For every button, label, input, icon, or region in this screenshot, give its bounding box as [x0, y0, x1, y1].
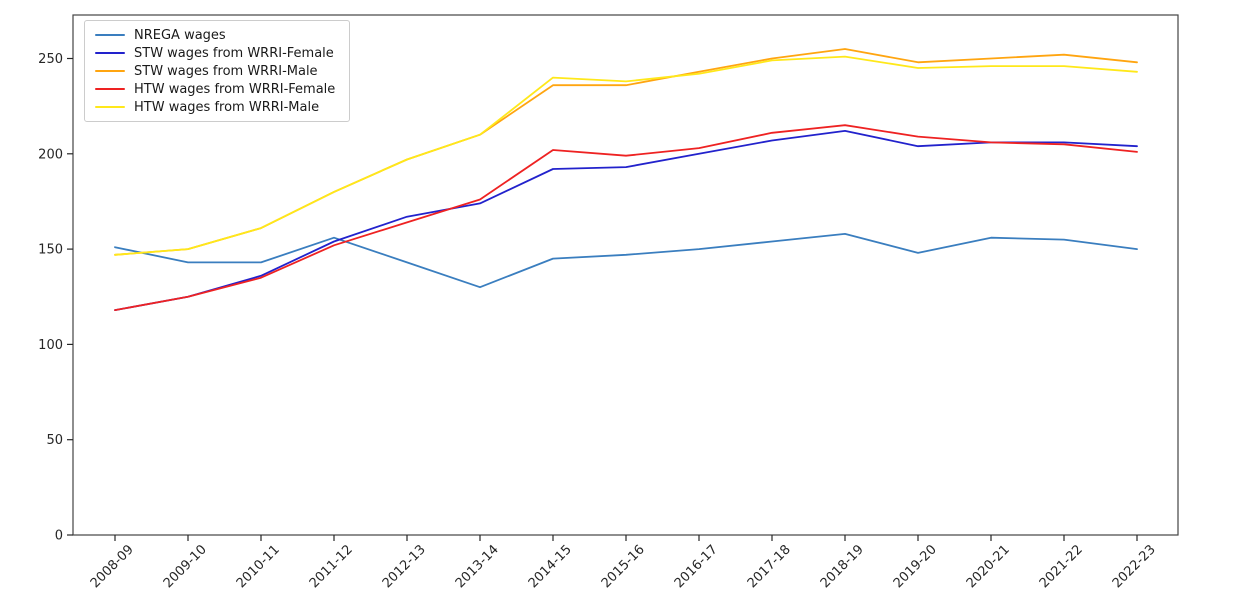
- legend-line-swatch: [95, 88, 125, 90]
- legend-label: HTW wages from WRRI-Male: [134, 99, 320, 115]
- legend-label: STW wages from WRRI-Male: [134, 63, 318, 79]
- legend-item-htw-wages-from-wrri-female: HTW wages from WRRI-Female: [95, 81, 336, 97]
- y-tick-label: 150: [38, 243, 63, 258]
- legend-box: NREGA wages STW wages from WRRI-Female STW…: [84, 20, 351, 122]
- legend-label: NREGA wages: [134, 27, 226, 43]
- x-tick-label: 2014-15: [526, 542, 575, 591]
- y-tick-label: 50: [46, 433, 63, 448]
- x-tick-label: 2016-17: [672, 542, 721, 591]
- series-line-htw-wages-from-wrri-female: [114, 124, 1138, 312]
- x-tick-label: 2013-14: [453, 542, 502, 591]
- x-tick-label: 2010-11: [234, 542, 283, 591]
- y-tick-label: 250: [38, 52, 63, 67]
- series-line-htw-wages-from-wrri-male: [114, 55, 1138, 256]
- x-tick-label: 2019-20: [891, 542, 940, 591]
- legend-item-htw-wages-from-wrri-male: HTW wages from WRRI-Male: [95, 99, 335, 115]
- x-tick-label: 2020-21: [964, 542, 1013, 591]
- legend-line-swatch: [95, 70, 125, 72]
- x-tick-label: 2021-22: [1037, 542, 1086, 591]
- legend-label: HTW wages from WRRI-Female: [134, 81, 336, 97]
- y-tick-label: 100: [38, 338, 63, 353]
- y-tick-label: 200: [38, 147, 63, 162]
- x-tick-label: 2011-12: [307, 542, 356, 591]
- x-tick-label: 2012-13: [380, 542, 429, 591]
- legend-item-stw-wages-from-wrri-female: STW wages from WRRI-Female: [95, 45, 335, 61]
- x-tick-label: 2017-18: [745, 542, 794, 591]
- x-tick-label: 2018-19: [818, 542, 867, 591]
- legend-line-swatch: [95, 52, 125, 54]
- legend-item-stw-wages-from-wrri-male: STW wages from WRRI-Male: [95, 63, 335, 79]
- legend-label: STW wages from WRRI-Female: [134, 45, 334, 61]
- series-line-nrega-wages: [114, 232, 1138, 289]
- legend-line-swatch: [95, 106, 125, 108]
- legend-line-swatch: [95, 34, 125, 36]
- x-tick-label: 2009-10: [161, 542, 210, 591]
- y-tick-label: 0: [55, 529, 63, 544]
- x-tick-label: 2015-16: [599, 542, 648, 591]
- x-tick-label: 2022-23: [1110, 542, 1159, 591]
- x-tick-label: 2008-09: [88, 542, 137, 591]
- legend-item-nrega-wages: NREGA wages: [95, 27, 335, 43]
- series-line-stw-wages-from-wrri-female: [114, 129, 1138, 312]
